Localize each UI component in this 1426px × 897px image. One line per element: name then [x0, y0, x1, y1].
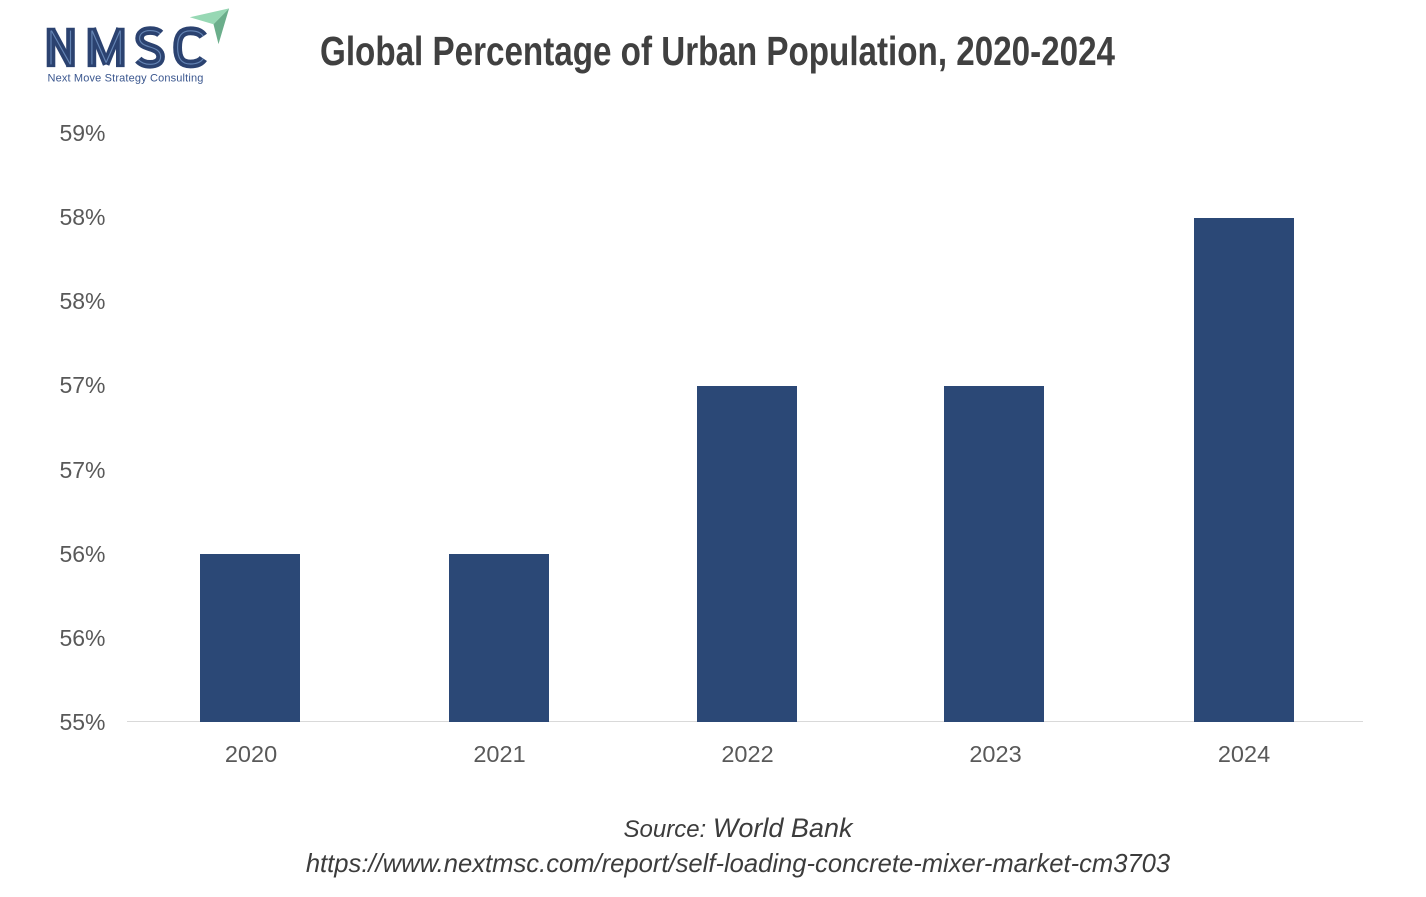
svg-text:Next Move Strategy Consulting: Next Move Strategy Consulting — [48, 73, 204, 85]
